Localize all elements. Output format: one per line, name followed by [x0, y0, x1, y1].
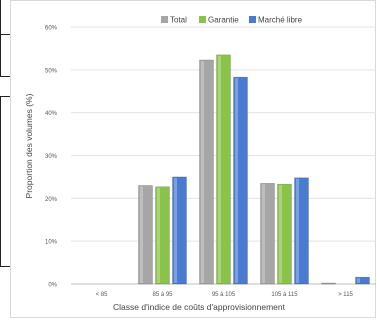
bar-total [199, 59, 214, 285]
y-tick-label: 60% [45, 26, 58, 32]
x-axis-label: Classe d'indice de coûts d'approvisionne… [113, 302, 286, 312]
bar-garantie [216, 54, 231, 285]
bar-highlight [201, 60, 204, 284]
bar-highlight [279, 185, 282, 283]
legend-label: Garantie [208, 16, 239, 25]
x-tick-label: 85 à 95 [152, 292, 173, 298]
bar-highlight [157, 187, 160, 283]
chart-frame: 0% 10% 20% 30% 40% 50% 60% < 85 85 à 95 95 à 105… [10, 0, 376, 318]
y-axis-label: Proportion des volumes (%) [24, 93, 34, 198]
bar-march-libre [294, 177, 309, 285]
y-tick-label: 40% [45, 111, 58, 117]
bar-march-libre [233, 76, 248, 285]
left-edge-stub [0, 0, 1, 76]
left-edge-line [0, 76, 12, 77]
x-tick-label: > 115 [338, 292, 353, 298]
left-edge-line [0, 96, 12, 97]
bar-highlight [262, 184, 265, 283]
y-tick-label: 0% [48, 283, 57, 289]
legend-swatch [249, 16, 256, 23]
bar-total [260, 183, 275, 285]
legend-swatch [199, 16, 206, 23]
bar-garantie [277, 183, 292, 285]
y-tick-label: 20% [45, 197, 58, 203]
left-edge-line [0, 34, 12, 35]
bar-march-libre [172, 176, 187, 285]
bar-highlight [235, 78, 238, 284]
x-tick-label: 95 à 105 [212, 292, 236, 298]
bar-highlight [140, 186, 143, 283]
bar-total [321, 282, 336, 285]
legend: Total Garantie Marché libre [161, 16, 303, 25]
left-edge-stub [0, 96, 1, 266]
bars [138, 54, 370, 285]
legend-label: Marché libre [258, 16, 303, 25]
x-tick-label: < 85 [96, 292, 109, 298]
bar-highlight [174, 177, 177, 283]
y-tick-label: 50% [45, 68, 58, 74]
y-tick-label: 10% [45, 240, 58, 246]
y-tick-label: 30% [45, 154, 58, 160]
bar-total [138, 185, 153, 285]
x-tick-labels: < 85 85 à 95 95 à 105 105 à 115 > 115 [96, 292, 354, 298]
bar-chart: 0% 10% 20% 30% 40% 50% 60% < 85 85 à 95 95 à 105… [24, 16, 376, 312]
bar-highlight [296, 178, 299, 283]
bar-highlight [357, 278, 360, 283]
bar-highlight [218, 55, 221, 283]
legend-label: Total [170, 16, 187, 25]
bar-march-libre [355, 276, 370, 285]
y-tick-labels: 0% 10% 20% 30% 40% 50% 60% [45, 26, 58, 289]
left-edge-line [0, 266, 12, 267]
bar-garantie [155, 186, 170, 285]
x-tick-label: 105 à 115 [271, 292, 298, 298]
legend-swatch [161, 16, 168, 23]
